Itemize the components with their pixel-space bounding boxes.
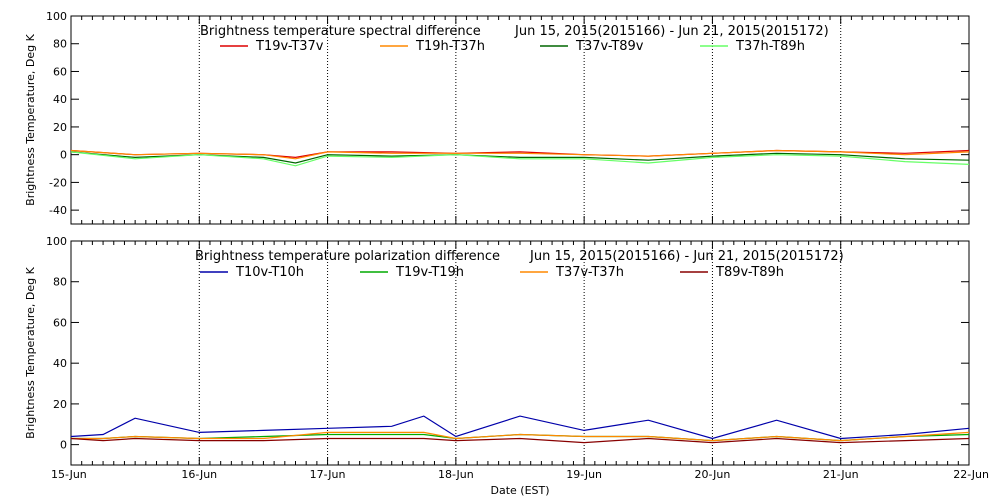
y-tick-label: 20 [53,121,67,134]
x-tick-label: 22-Jun [953,468,989,481]
y-tick-label: 0 [60,439,67,452]
y-tick-label: -40 [49,204,67,217]
x-tick-label: 20-Jun [695,468,731,481]
top-series-lines [70,149,970,167]
y-tick-label: 60 [53,65,67,78]
series-line-T10v-T10h [70,415,970,440]
bottom-grid-lines [70,241,970,465]
legend-label: T37v-T89v [575,39,644,54]
series-line-T37v-T37h [71,431,970,442]
legend-label: T19h-T37h [415,39,485,54]
y-tick-label: 100 [46,10,67,23]
bottom-chart-title: Brightness temperature polarization diff… [195,249,500,264]
legend-label: T19v-T19h [395,265,464,280]
top-chart-date-range: Jun 15, 2015(2015166) - Jun 21, 2015(201… [514,24,829,39]
bottom-panel: 0 20 40 60 80 100 Brightness temperature pola… [24,235,989,497]
top-grid-lines [70,16,970,224]
x-tick-label: 15-Jun [51,468,87,481]
y-tick-label: 60 [53,316,67,329]
bottom-y-axis-label: Brightness Temperature, Deg K [24,266,37,438]
top-y-axis-label: Brightness Temperature, Deg K [24,33,37,205]
bottom-plot-frame [70,240,970,466]
top-legend: T19v-T37v T19h-T37h T37v-T89v T37h-T89h [220,39,805,54]
series-line-T37v-T89v [70,151,970,164]
bottom-chart-date-range: Jun 15, 2015(2015166) - Jun 21, 2015(201… [529,249,844,264]
y-tick-label: 40 [53,93,67,106]
y-tick-label: -20 [49,176,67,189]
x-axis-label: Date (EST) [490,484,549,497]
y-tick-label: 40 [53,357,67,370]
legend-label: T10v-T10h [235,265,304,280]
x-tick-label: 18-Jun [438,468,474,481]
legend-label: T89v-T89h [715,265,784,280]
series-line-T89v-T89h [70,437,970,444]
top-y-ticks: -40 -20 0 20 40 60 80 100 [46,10,969,217]
y-tick-label: 80 [53,38,67,51]
y-tick-label: 80 [53,276,67,289]
top-panel: -40 -20 0 20 40 60 80 100 Brightness temperatur… [24,10,970,225]
x-tick-label: 21-Jun [823,468,859,481]
y-tick-label: 20 [53,398,67,411]
bottom-legend: T10v-T10h T19v-T19h T37v-T37h T89v-T89h [200,265,784,280]
x-tick-label: 19-Jun [566,468,602,481]
bottom-y-ticks: 0 20 40 60 80 100 [46,235,969,452]
x-tick-label: 16-Jun [181,468,217,481]
legend-label: T37v-T37h [555,265,624,280]
series-line-T37h-T89h [70,151,970,167]
y-tick-label: 0 [60,149,67,162]
bottom-series-lines [70,415,970,444]
series-line-T19h-T37h [70,149,970,160]
top-plot-frame [70,15,970,225]
top-chart-title: Brightness temperature spectral differen… [200,24,481,39]
y-tick-label: 100 [46,235,67,248]
x-tick-label: 17-Jun [310,468,346,481]
legend-label: T37h-T89h [735,39,805,54]
legend-label: T19v-T37v [255,39,324,54]
x-tick-labels: 15-Jun 16-Jun 17-Jun 18-Jun 19-Jun 20-Jun 21-J… [51,468,989,481]
